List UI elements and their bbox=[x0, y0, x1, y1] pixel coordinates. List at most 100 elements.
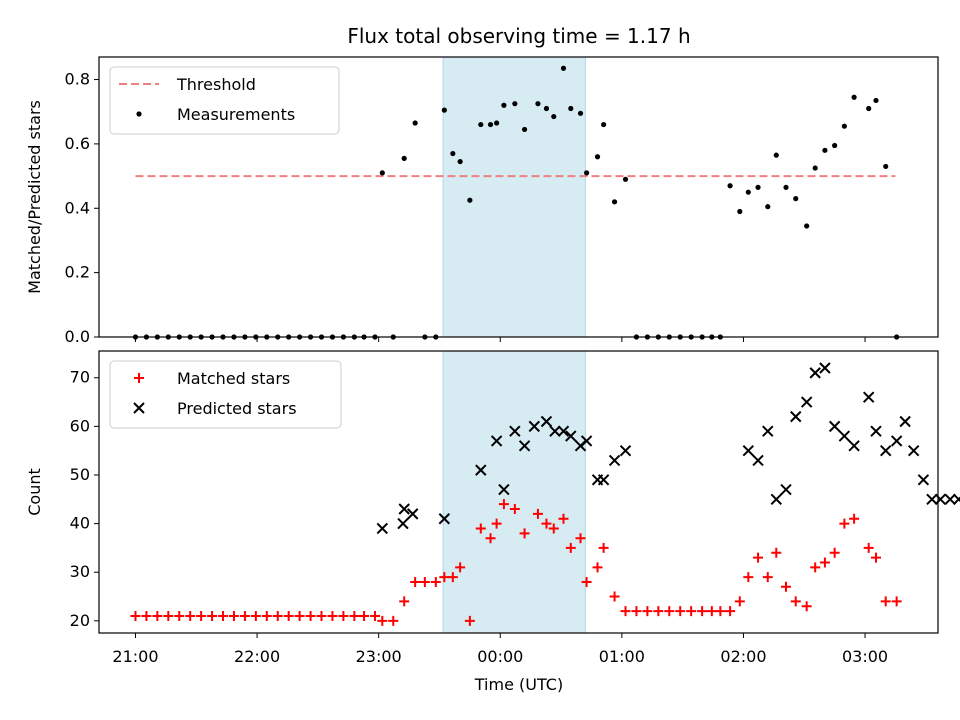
matched-star-point bbox=[272, 610, 283, 621]
measurement-point bbox=[866, 105, 872, 112]
matched-star-point bbox=[377, 615, 388, 626]
highlight-span bbox=[442, 350, 586, 634]
predicted-star-point bbox=[762, 425, 774, 437]
matched-star-point bbox=[609, 591, 620, 602]
y-axis-label: Matched/Predicted stars bbox=[25, 100, 44, 294]
bottom-panel: 20 30 40 50 60 70 21:00 22:00 23:00 00:00 01:00 02:… bbox=[25, 350, 960, 666]
matched-star-point bbox=[283, 610, 294, 621]
predicted-star-point bbox=[407, 508, 419, 520]
measurement-point bbox=[601, 121, 607, 128]
matched-star-point bbox=[261, 610, 272, 621]
matched-star-point bbox=[509, 504, 520, 515]
predicted-star-point bbox=[580, 435, 593, 447]
matched-star-point bbox=[130, 610, 141, 621]
predicted-star-point bbox=[848, 440, 860, 452]
legend-box bbox=[109, 360, 342, 429]
matched-star-point bbox=[316, 610, 327, 621]
matched-star-point bbox=[359, 610, 370, 621]
predicted-star-point bbox=[438, 513, 451, 525]
measurement-point bbox=[494, 120, 500, 126]
matched-star-point bbox=[464, 615, 475, 626]
measurement-point bbox=[457, 158, 463, 165]
y-axis-label: Count bbox=[25, 468, 44, 516]
measurement-point bbox=[450, 150, 456, 157]
matched-star-point bbox=[152, 610, 163, 621]
matched-star-point bbox=[790, 596, 801, 607]
matched-star-point bbox=[675, 606, 686, 617]
y-tick-label: 40 bbox=[70, 514, 90, 533]
matched-star-point bbox=[519, 528, 530, 539]
predicted-star-point bbox=[557, 425, 570, 437]
measurement-point bbox=[441, 107, 447, 113]
chart-title: Flux total observing time = 1.17 h bbox=[347, 24, 690, 48]
measurement-point bbox=[501, 102, 507, 108]
matched-star-point bbox=[743, 572, 754, 583]
predicted-star-point bbox=[498, 483, 510, 496]
x-tick-label: 23:00 bbox=[356, 647, 402, 666]
predicted-star-point bbox=[907, 444, 920, 457]
predicted-star-point bbox=[509, 425, 521, 437]
measurement-point bbox=[535, 101, 541, 107]
matched-star-point bbox=[880, 596, 891, 607]
matched-star-point bbox=[410, 576, 421, 587]
predicted-star-point bbox=[934, 493, 947, 506]
y-tick-label: 0.6 bbox=[65, 134, 90, 153]
matched-star-point bbox=[532, 508, 543, 519]
measurement-point bbox=[467, 197, 473, 203]
matched-star-point bbox=[620, 606, 631, 617]
predicted-star-point bbox=[528, 420, 541, 433]
predicted-star-point bbox=[917, 474, 930, 486]
matched-star-point bbox=[228, 610, 239, 621]
measurement-point bbox=[478, 121, 484, 128]
legend-matched-swatch bbox=[134, 373, 144, 383]
predicted-star-point bbox=[565, 430, 577, 442]
matched-star-point bbox=[653, 606, 664, 617]
matched-star-point bbox=[338, 610, 349, 621]
predicted-star-point bbox=[475, 464, 487, 476]
legend-predicted-swatch bbox=[133, 402, 145, 414]
measurement-point bbox=[822, 147, 828, 153]
matched-star-point bbox=[715, 606, 726, 617]
predicted-star-point bbox=[752, 454, 764, 467]
predicted-star-point bbox=[838, 430, 851, 442]
measurement-point bbox=[851, 94, 857, 100]
matched-star-point bbox=[592, 562, 603, 573]
matched-star-point bbox=[475, 523, 486, 534]
matched-star-point bbox=[697, 606, 708, 617]
predicted-star-point bbox=[862, 391, 875, 403]
measurement-point bbox=[812, 165, 818, 171]
measurement-point bbox=[568, 105, 574, 112]
axes-frame bbox=[98, 56, 939, 338]
predicted-star-point bbox=[742, 444, 755, 457]
matched-star-point bbox=[863, 542, 874, 553]
matched-star-point bbox=[294, 610, 305, 621]
legend: Threshold Measurements bbox=[109, 66, 340, 135]
predicted-star-point bbox=[828, 420, 841, 433]
highlight-span bbox=[442, 56, 586, 338]
measurement-point bbox=[577, 110, 584, 116]
x-tick-label: 22:00 bbox=[234, 647, 280, 666]
y-tick-label: 50 bbox=[70, 465, 90, 484]
x-tick-label: 03:00 bbox=[842, 647, 888, 666]
predicted-star-point bbox=[809, 367, 821, 379]
measurement-point bbox=[512, 101, 518, 107]
predicted-star-point bbox=[540, 415, 553, 428]
matched-star-point bbox=[565, 542, 576, 553]
y-tick-label: 30 bbox=[70, 562, 90, 581]
predicted-star-point bbox=[800, 396, 813, 408]
matched-star-point bbox=[388, 615, 399, 626]
matched-star-point bbox=[185, 610, 196, 621]
matched-star-point bbox=[849, 513, 860, 524]
matched-star-point bbox=[581, 576, 592, 587]
measurement-point bbox=[551, 113, 557, 120]
measurement-point bbox=[737, 208, 743, 215]
measurement-point bbox=[622, 176, 629, 182]
legend-measurements-swatch bbox=[136, 111, 142, 117]
matched-star-point bbox=[370, 610, 381, 621]
matched-star-point bbox=[598, 542, 609, 553]
matched-star-point bbox=[196, 610, 207, 621]
matched-star-point bbox=[686, 606, 697, 617]
predicted-star-point bbox=[819, 362, 831, 374]
matched-star-point bbox=[839, 518, 850, 529]
